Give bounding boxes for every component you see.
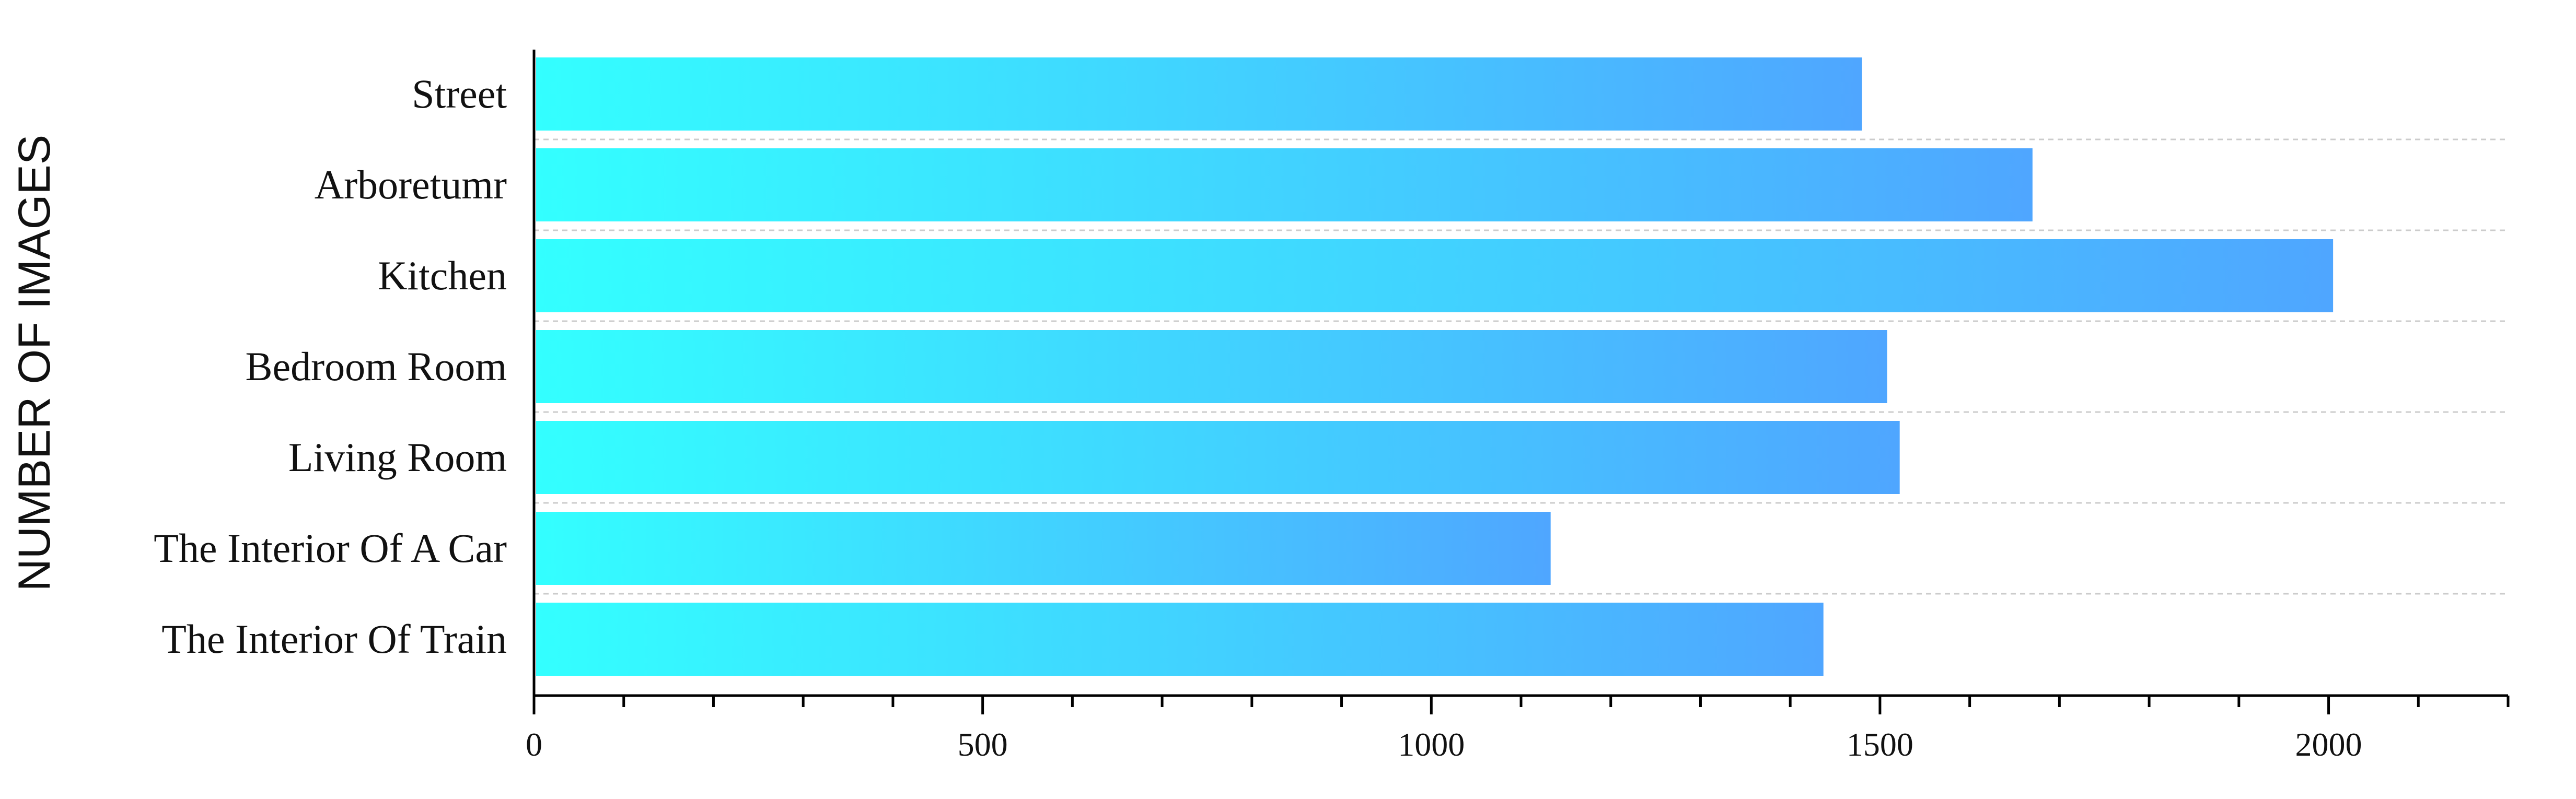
category-label: The Interior Of Train [161, 616, 507, 662]
x-tick-label: 2000 [2295, 726, 2362, 763]
x-tick-label: 500 [958, 726, 1008, 763]
bar-street [536, 57, 1862, 131]
bar-the-interior-of-a-car [536, 512, 1551, 585]
x-tick-label: 1000 [1398, 726, 1465, 763]
category-label: Street [412, 71, 507, 116]
category-label: The Interior Of A Car [154, 525, 507, 571]
bar-arboretumr [536, 148, 2033, 221]
bar-the-interior-of-train [536, 603, 1824, 676]
y-axis-title: NUMBER OF IMAGES [9, 135, 60, 591]
category-label: Bedroom Room [246, 344, 507, 389]
bars [536, 57, 2334, 676]
category-label: Living Room [288, 434, 507, 480]
x-tick-label: 0 [526, 726, 542, 763]
bar-kitchen [536, 239, 2334, 312]
bar-bedroom-room [536, 330, 1887, 403]
category-label: Arboretumr [315, 162, 507, 207]
bar-living-room [536, 421, 1900, 494]
category-labels: Street Arboretumr Kitchen Bedroom Room Livin… [154, 71, 507, 662]
x-tick-label: 1500 [1847, 726, 1913, 763]
category-label: Kitchen [378, 253, 507, 298]
x-ticks: 0 500 1000 1500 2000 [526, 696, 2510, 763]
